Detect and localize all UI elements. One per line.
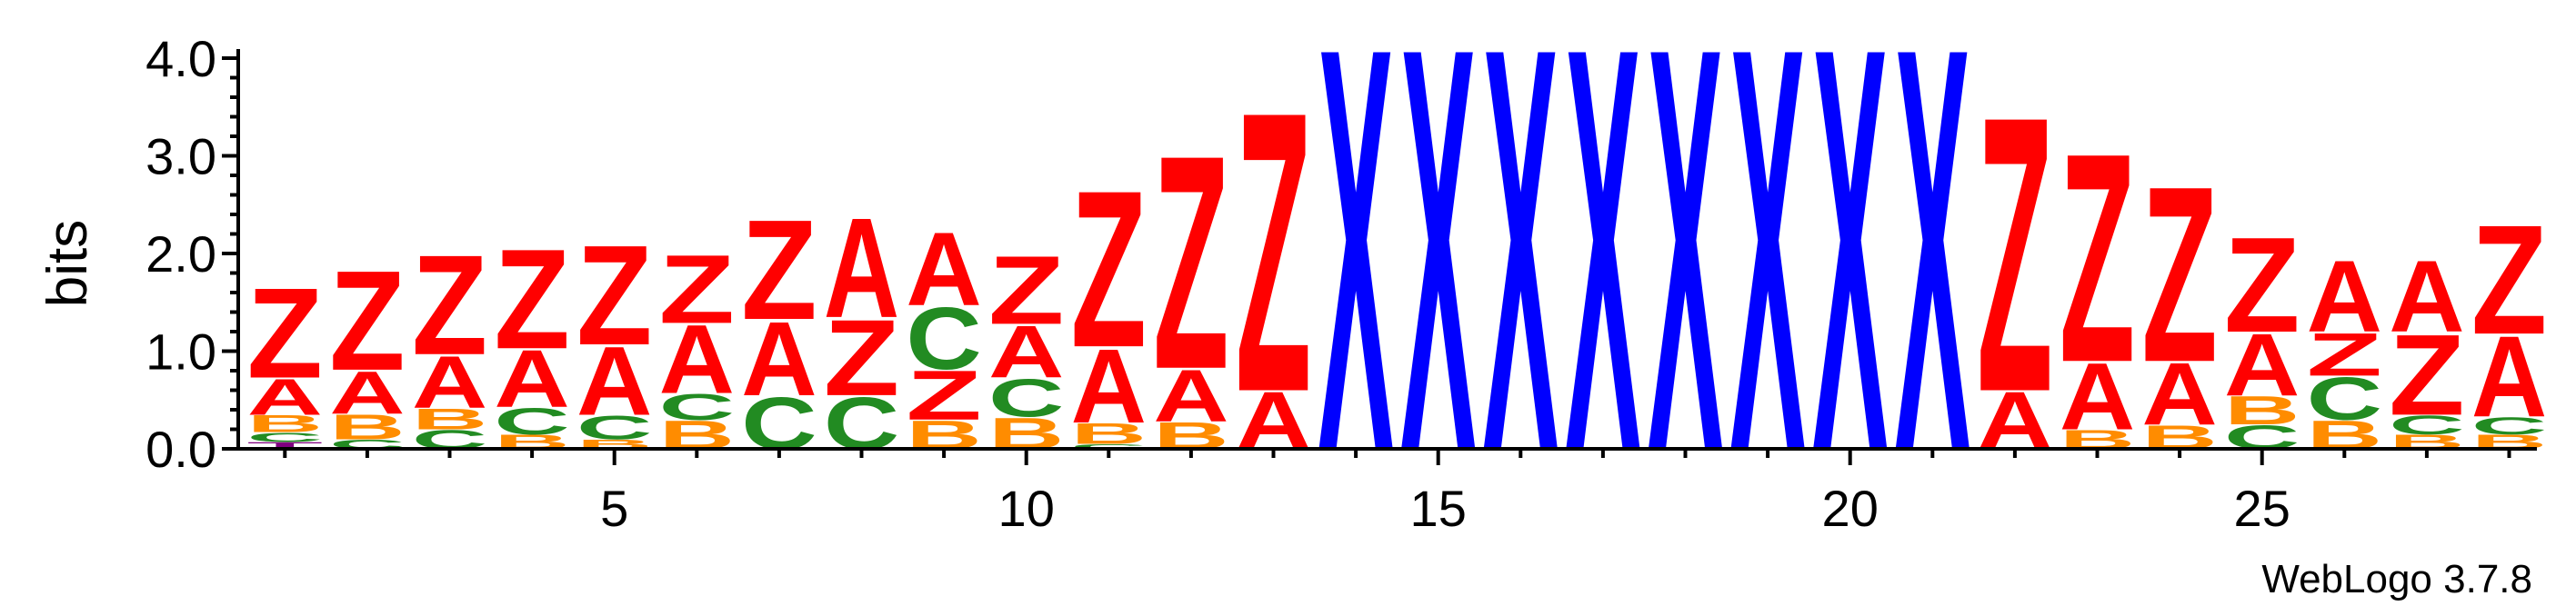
logo-letter-c: C <box>2389 410 2464 440</box>
logo-letter-a: A <box>494 333 569 424</box>
x-tick-label: 20 <box>1822 480 1879 537</box>
logo-letter-z: Z <box>988 236 1064 345</box>
logo-letter-z: Z <box>412 226 487 385</box>
logo-letter-a: A <box>741 299 817 418</box>
x-tick-label: 15 <box>1410 480 1467 537</box>
logo-letter-c: C <box>1071 442 1147 450</box>
logo-letter-z: Z <box>2224 210 2300 361</box>
logo-letter-z: Z <box>2307 321 2382 389</box>
logo-letter-z: Z <box>2141 135 2217 415</box>
logo-letter-a: A <box>824 189 899 348</box>
logo-letter-z: Z <box>2389 311 2464 440</box>
logo-letter-a: A <box>2389 241 2464 354</box>
y-tick-label: 1.0 <box>145 323 216 381</box>
y-tick-layer: 0.0 1.0 2.0 3.0 4.0 <box>145 30 238 478</box>
logo-letter-a: A <box>988 311 1064 394</box>
y-tick-label: 2.0 <box>145 225 216 283</box>
logo-letter-t: T <box>247 440 323 451</box>
logo-letter-a: A <box>2060 344 2135 451</box>
logo-glyph-layer: TCBAZCBAZCBAZBCAZBCAZBCAZCAZCZABZCABCAZC… <box>247 0 2548 571</box>
logo-letter-z: Z <box>1236 29 1311 476</box>
weblogo-credit: WebLogo 3.7.8 <box>2261 557 2532 601</box>
logo-letter-b: B <box>329 408 405 447</box>
logo-letter-z: Z <box>741 191 817 350</box>
logo-letter-a: A <box>412 341 487 424</box>
logo-letter-c: C <box>2307 365 2382 433</box>
logo-letter-z: Z <box>1071 145 1147 395</box>
logo-letter-x: X <box>1648 0 1724 571</box>
logo-letter-x: X <box>1729 0 1806 571</box>
y-tick-label: 4.0 <box>145 30 216 87</box>
logo-letter-z: Z <box>824 298 899 419</box>
logo-letter-c: C <box>659 387 735 428</box>
logo-letter-x: X <box>1895 0 1971 571</box>
logo-letter-x: X <box>1318 0 1394 571</box>
logo-letter-b: B <box>2224 388 2300 433</box>
y-tick-label: 0.0 <box>145 421 216 478</box>
logo-letter-z: Z <box>906 356 981 435</box>
logo-letter-a: A <box>2224 315 2300 414</box>
logo-letter-a: A <box>247 369 323 426</box>
logo-letter-c: C <box>576 409 652 447</box>
logo-letter-a: A <box>1071 327 1147 446</box>
logo-letter-z: Z <box>576 216 652 375</box>
logo-letter-z: Z <box>2471 193 2547 367</box>
logo-letter-c: C <box>906 289 981 388</box>
y-tick-label: 3.0 <box>145 128 216 185</box>
logo-letter-x: X <box>1812 0 1889 571</box>
logo-letter-a: A <box>2471 312 2547 441</box>
x-tick-layer: 5 10 15 20 25 <box>283 449 2511 537</box>
logo-letter-c: C <box>988 368 1064 428</box>
logo-letter-a: A <box>2307 241 2382 354</box>
logo-letter-z: Z <box>659 235 735 344</box>
logo-letter-a: A <box>1153 354 1228 438</box>
logo-letter-x: X <box>1400 0 1477 571</box>
logo-letter-z: Z <box>2060 92 2135 425</box>
logo-letter-x: X <box>1483 0 1559 571</box>
logo-letter-z: Z <box>494 220 569 379</box>
logo-letter-a: A <box>659 304 735 413</box>
x-tick-label: 5 <box>600 480 628 537</box>
y-axis-label: bits <box>36 220 99 307</box>
logo-letter-b: B <box>247 410 323 437</box>
logo-letter-a: A <box>576 326 652 435</box>
logo-letter-a: A <box>329 360 405 428</box>
logo-letter-c: C <box>494 400 569 442</box>
logo-letter-c: C <box>247 430 323 445</box>
logo-letter-c: C <box>2471 412 2547 439</box>
logo-letter-z: Z <box>247 262 323 405</box>
x-tick-label: 10 <box>998 480 1055 537</box>
x-tick-label: 25 <box>2234 480 2290 537</box>
logo-letter-b: B <box>412 402 487 436</box>
logo-letter-a: A <box>906 212 981 328</box>
logo-letter-z: Z <box>329 242 405 401</box>
logo-letter-z: Z <box>1153 93 1228 433</box>
logo-letter-z: Z <box>1977 35 2052 474</box>
logo-letter-x: X <box>1565 0 1641 571</box>
logo-letter-b: B <box>1071 417 1147 451</box>
logo-letter-a: A <box>2141 344 2217 443</box>
